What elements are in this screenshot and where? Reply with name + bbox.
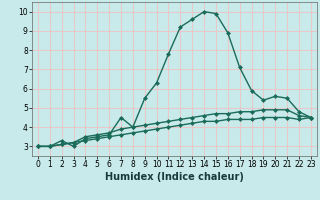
X-axis label: Humidex (Indice chaleur): Humidex (Indice chaleur) (105, 172, 244, 182)
